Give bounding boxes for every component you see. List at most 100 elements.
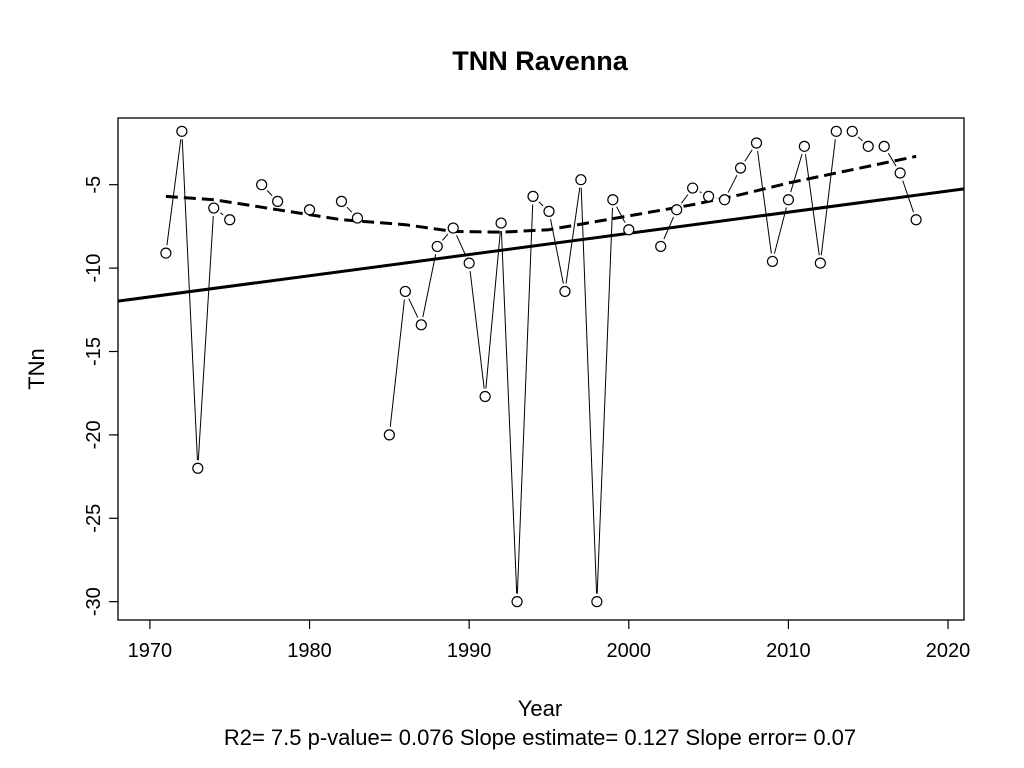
series-segment	[887, 152, 897, 167]
data-point	[543, 205, 555, 217]
data-point	[591, 596, 603, 608]
data-point	[830, 125, 842, 137]
series-segment	[166, 139, 182, 246]
data-point	[208, 202, 220, 214]
data-point	[575, 174, 587, 186]
plot-marks	[117, 125, 965, 608]
series-segment	[456, 235, 467, 257]
series-segment	[757, 150, 772, 254]
series-segment	[516, 204, 534, 594]
data-point	[224, 214, 236, 226]
series-segment	[469, 270, 485, 389]
data-point	[878, 140, 890, 152]
data-point	[671, 204, 683, 216]
data-point	[431, 240, 443, 253]
data-point	[272, 195, 284, 207]
plot-box	[117, 117, 965, 621]
data-point	[383, 429, 395, 441]
series-segment	[422, 254, 437, 318]
series-segment	[773, 207, 787, 254]
x-tick-label: 2010	[766, 640, 811, 662]
y-tick-label: -25	[83, 504, 105, 533]
data-point	[894, 167, 906, 179]
data-point	[846, 125, 858, 137]
series-segment	[663, 216, 674, 240]
data-point	[511, 596, 523, 608]
y-axis-label: TNn	[24, 348, 49, 390]
x-tick-label: 1990	[447, 640, 492, 662]
x-tick-label: 1980	[287, 640, 332, 662]
data-point	[814, 257, 826, 269]
series-segment	[616, 206, 626, 223]
stats-footer: R2= 7.5 p-value= 0.076 Slope estimate= 0…	[224, 725, 856, 750]
series-segment	[699, 191, 702, 194]
data-point	[479, 390, 491, 403]
series-segment	[596, 207, 614, 594]
data-point	[734, 162, 747, 174]
series-segment	[857, 136, 863, 142]
y-tick-label: -10	[83, 254, 105, 283]
series-segment	[804, 154, 820, 256]
data-point	[655, 240, 667, 253]
x-tick-label: 1970	[128, 640, 173, 662]
data-point	[862, 140, 874, 152]
series-segment	[820, 139, 836, 256]
series-segment	[727, 174, 738, 193]
y-tick-label: -30	[83, 587, 105, 616]
x-tick-label: 2000	[607, 640, 652, 662]
series-segment	[550, 219, 564, 284]
series-segment	[565, 187, 581, 284]
series-segment	[389, 299, 405, 427]
data-point	[335, 195, 348, 207]
series-segment	[485, 230, 501, 389]
series-segment	[580, 187, 598, 594]
chart-title: TNN Ravenna	[452, 46, 629, 76]
data-point	[256, 179, 268, 191]
data-point	[910, 214, 922, 226]
series-segment	[681, 194, 689, 204]
y-tick-label: -5	[83, 176, 105, 194]
series-segment	[408, 298, 419, 318]
series-segment	[442, 233, 449, 241]
x-tick-label: 2020	[926, 640, 971, 662]
x-axis: 1970 1980 1990 2000 2010 2020	[128, 620, 971, 662]
data-point	[766, 255, 779, 268]
series-segment	[538, 201, 544, 207]
series-segment	[266, 190, 273, 196]
data-point	[447, 222, 459, 234]
x-axis-label: Year	[518, 696, 562, 721]
series-segment	[500, 231, 518, 594]
data-point	[623, 224, 635, 236]
smooth-curve	[165, 154, 917, 234]
series-segment	[790, 153, 803, 193]
data-point	[399, 285, 411, 298]
y-tick-label: -15	[83, 337, 105, 366]
data-point	[351, 212, 364, 224]
series-segment	[902, 180, 914, 213]
data-point	[415, 319, 427, 331]
data-point	[527, 190, 539, 202]
data-point	[750, 137, 763, 149]
data-point	[798, 140, 810, 152]
data-point	[303, 204, 316, 216]
y-tick-label: -20	[83, 420, 105, 449]
data-point	[607, 194, 619, 206]
data-point	[176, 125, 188, 137]
data-point	[495, 217, 507, 229]
data-point	[559, 285, 571, 298]
data-point	[463, 257, 475, 269]
data-point	[703, 190, 715, 202]
series-segment	[197, 216, 214, 461]
data-point	[687, 182, 699, 194]
data-point	[718, 194, 731, 206]
data-point	[160, 247, 172, 259]
y-axis: -5 -10 -15 -20 -25 -30	[83, 176, 118, 616]
trend-line	[117, 187, 965, 303]
series-segment	[181, 139, 198, 461]
series-segment	[346, 206, 353, 213]
data-point	[782, 194, 795, 206]
data-point	[192, 462, 204, 474]
series-segment	[219, 212, 224, 216]
series-segment	[744, 149, 753, 162]
